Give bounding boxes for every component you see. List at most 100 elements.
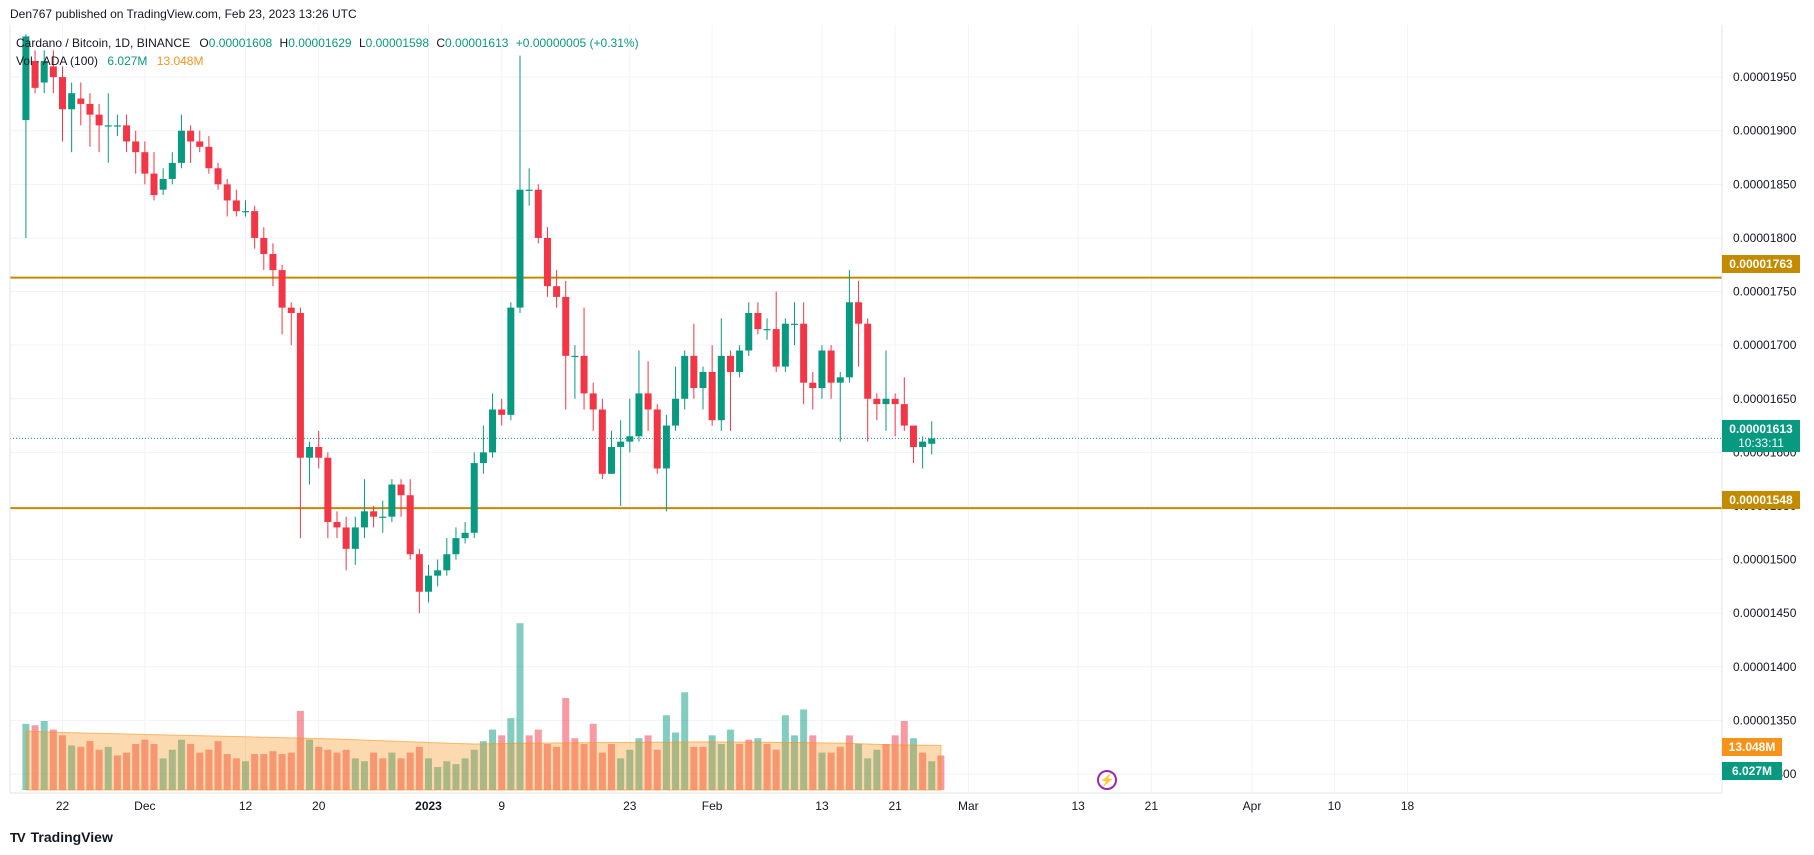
volume-bar [470,749,478,790]
candle-body [397,484,405,496]
y-tick-label: 0.00001400 [1733,660,1797,674]
volume-bar [59,735,66,790]
candle [205,136,213,174]
volume-bar [516,623,524,790]
volume-bar [196,752,204,790]
level-lines [10,276,1722,510]
candle-body [104,125,112,127]
candle [360,479,368,539]
candle [370,505,378,528]
candle-body [278,270,286,308]
volume-bar [104,746,112,790]
chart-canvas[interactable]: 0.00001950 0.00001900 0.00001850 0.00001800… [0,0,1814,820]
candle-body [507,307,515,415]
volume-bar [900,720,908,790]
candle [324,452,332,539]
candle-body [360,511,368,528]
volume-bar [507,718,515,790]
candle [580,307,588,410]
candle-body [626,436,634,442]
candle-body [31,61,39,88]
candle [177,114,185,169]
volume-bar [168,749,176,790]
candle [845,270,853,383]
current-price-value: 0.00001613 [1729,422,1793,436]
candle [717,318,725,431]
candle-body [818,350,826,389]
x-tick-label: Dec [134,799,155,813]
candle [626,398,634,453]
candle [434,559,442,587]
volume-bar [351,758,359,790]
volume-layer [22,623,945,791]
candle-body [928,438,936,444]
candle [123,114,131,153]
candle-body [791,323,798,325]
candle [470,452,478,539]
candle [598,398,606,480]
footer-brand[interactable]: TV TradingView [10,829,113,845]
candle [260,227,268,271]
candle [571,345,579,399]
volume-bar [150,743,158,790]
volume-bar [589,723,597,790]
candle [452,527,460,560]
candle-body [187,130,195,142]
candle [726,350,734,431]
candle [132,130,140,174]
candle-body [205,146,213,169]
candle [315,430,323,469]
candle-body [827,350,835,383]
candle [543,227,551,297]
volume-bar [269,751,277,790]
volume-bar [800,709,808,790]
volume-bar [242,761,249,790]
volume-bar [123,752,131,790]
volume-bar [232,758,240,790]
volume-bar [580,743,588,790]
volume-bar [315,746,323,790]
candle-body [425,575,432,592]
volume-bar [461,758,469,790]
volume-bar [434,766,442,790]
candle [196,130,204,153]
candle-body [745,312,753,351]
candle [379,500,387,533]
volume-bar [745,739,753,790]
candle [800,302,808,405]
y-tick-label: 0.00001950 [1733,70,1797,84]
candle-body [470,463,478,533]
candle [159,168,167,196]
low-label: L [358,36,366,50]
x-tick-label: 22 [56,799,70,813]
candle [900,377,908,431]
lightning-icon[interactable]: ⚡ [1097,770,1117,790]
resistance-price-label: 0.00001763 [1722,255,1800,273]
x-tick-label: 12 [239,799,253,813]
candle [187,125,195,163]
volume-bar [553,746,561,790]
volume-label[interactable]: Vol · ADA (100) [16,54,99,68]
candle-body [617,441,625,448]
volume-bar [388,752,396,790]
candle-body [855,302,863,324]
candle-body [754,312,762,330]
open-label: O [199,36,209,50]
candle [333,511,341,539]
volume-bar [891,735,899,790]
candle [425,564,432,603]
candle [104,93,112,163]
volume-bar [415,746,423,790]
candle-body [132,141,140,153]
volume-bar [818,752,826,790]
candle-body [736,350,744,372]
candle-body [351,527,359,549]
candle-body [113,125,121,127]
candle [608,430,615,474]
symbol-label[interactable]: Cardano / Bitcoin, 1D, BINANCE [16,36,191,50]
candle-body [516,189,524,308]
candle-body [726,355,734,372]
volume-bar [873,749,881,790]
candle-body [315,447,323,458]
candle-body [836,377,844,383]
